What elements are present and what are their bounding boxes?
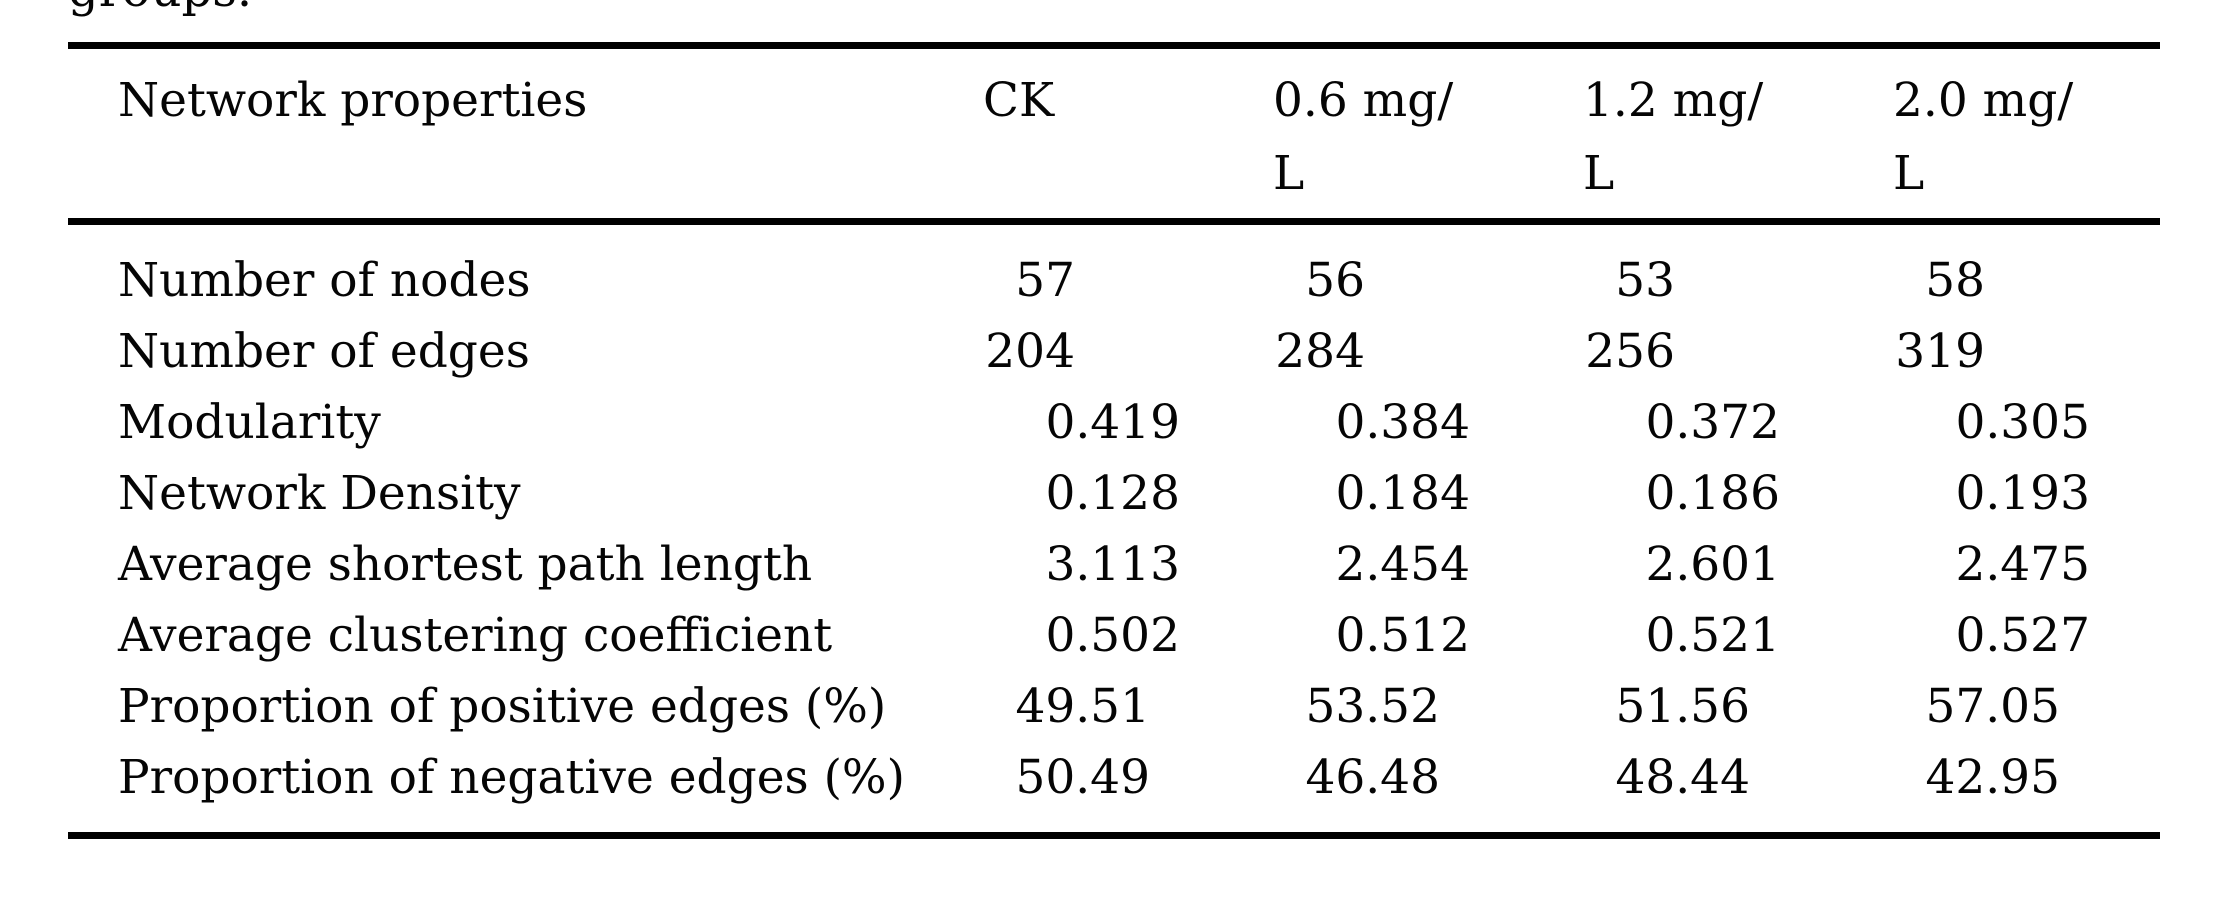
value-cell: 0.502 [1045, 608, 1180, 663]
value-cell: 2.601 [1645, 537, 1780, 592]
value-cell: 53.52 [1305, 679, 1440, 734]
table-row: Network Density 0.128 0.184 0.186 0.193 [68, 458, 2160, 529]
value-cell: 46.48 [1305, 750, 1440, 805]
column-header-line2: L [1273, 146, 1305, 201]
column-header-line2: L [1893, 146, 1925, 201]
value-cell: 0.527 [1955, 608, 2090, 663]
value-cell: 56 [1305, 253, 1365, 308]
table-row: Proportion of negative edges (%) 50.49 4… [68, 742, 2160, 813]
value-cell: 0.128 [1045, 466, 1180, 521]
row-label: Network Density [118, 466, 521, 521]
value-cell: 51.56 [1615, 679, 1750, 734]
column-header-line1: 1.2 mg/ [1583, 73, 1764, 128]
value-cell: 284 [1275, 324, 1365, 379]
value-cell: 0.512 [1335, 608, 1470, 663]
value-cell: 0.419 [1045, 395, 1180, 450]
value-cell: 48.44 [1615, 750, 1750, 805]
row-label: Number of edges [118, 324, 530, 379]
table-row: Modularity 0.419 0.384 0.372 0.305 [68, 387, 2160, 458]
value-cell: 256 [1585, 324, 1675, 379]
table-row: Number of nodes 57 56 53 58 [68, 245, 2160, 316]
value-cell: 0.305 [1955, 395, 2090, 450]
properties-table: Network properties CK 0.6 mg/ L 1.2 mg/ … [68, 42, 2160, 839]
value-cell: 0.372 [1645, 395, 1780, 450]
table-row: Number of edges 204 284 256 319 [68, 316, 2160, 387]
value-cell: 0.521 [1645, 608, 1780, 663]
table-bottom-rule [68, 832, 2160, 839]
row-label: Average shortest path length [118, 537, 813, 592]
table-row: Proportion of positive edges (%) 49.51 5… [68, 671, 2160, 742]
column-header-0-6-mg-l: 0.6 mg/ L [1273, 64, 1583, 210]
caption-fragment: groups. [68, 0, 252, 18]
column-header-line1: 2.0 mg/ [1893, 73, 2074, 128]
table-body: Number of nodes 57 56 53 58 Number of ed… [68, 225, 2160, 832]
value-cell: 0.184 [1335, 466, 1470, 521]
table-row: Average shortest path length 3.113 2.454… [68, 529, 2160, 600]
column-header-ck: CK [983, 64, 1273, 137]
value-cell: 204 [985, 324, 1075, 379]
value-cell: 0.186 [1645, 466, 1780, 521]
value-cell: 58 [1925, 253, 1985, 308]
value-cell: 319 [1895, 324, 1985, 379]
value-cell: 50.49 [1015, 750, 1150, 805]
row-label: Proportion of negative edges (%) [118, 750, 905, 805]
value-cell: 42.95 [1925, 750, 2060, 805]
column-header-2-0-mg-l: 2.0 mg/ L [1893, 64, 2160, 210]
table-mid-rule [68, 218, 2160, 225]
value-cell: 2.475 [1955, 537, 2090, 592]
value-cell: 53 [1615, 253, 1675, 308]
row-label: Number of nodes [118, 253, 531, 308]
table-top-rule [68, 42, 2160, 49]
column-header-properties: Network properties [118, 73, 588, 128]
row-label: Average clustering coefficient [118, 608, 833, 663]
column-header-line1: 0.6 mg/ [1273, 73, 1454, 128]
value-cell: 57.05 [1925, 679, 2060, 734]
value-cell: 2.454 [1335, 537, 1470, 592]
row-label: Modularity [118, 395, 381, 450]
row-label: Proportion of positive edges (%) [118, 679, 887, 734]
table-row: Average clustering coefficient 0.502 0.5… [68, 600, 2160, 671]
column-header-1-2-mg-l: 1.2 mg/ L [1583, 64, 1893, 210]
table-header-row: Network properties CK 0.6 mg/ L 1.2 mg/ … [68, 49, 2160, 218]
value-cell: 3.113 [1045, 537, 1180, 592]
column-header-line2: L [1583, 146, 1615, 201]
value-cell: 0.384 [1335, 395, 1470, 450]
value-cell: 57 [1015, 253, 1075, 308]
value-cell: 49.51 [1015, 679, 1150, 734]
column-header-line1: CK [983, 73, 1055, 128]
value-cell: 0.193 [1955, 466, 2090, 521]
